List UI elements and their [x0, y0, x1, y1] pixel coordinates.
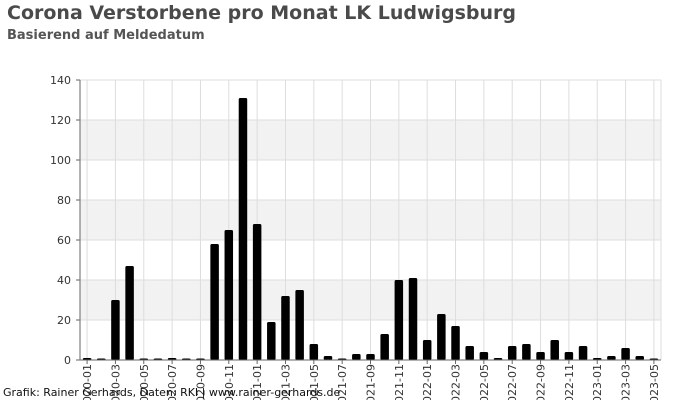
x-tick-label: 2021-11	[393, 364, 406, 400]
x-tick-label: 2020-11	[223, 364, 236, 400]
bar	[550, 340, 559, 360]
x-tick-label: 2020-03	[109, 364, 122, 400]
x-tick-label: 2020-07	[166, 364, 179, 400]
x-tick-label: 2023-03	[620, 364, 633, 400]
x-tick-label: 2021-05	[308, 364, 321, 400]
bar	[522, 344, 531, 360]
x-tick-label: 2022-05	[478, 364, 491, 400]
x-tick-label: 2022-07	[506, 364, 519, 400]
bar	[451, 326, 460, 360]
bar-series	[82, 98, 659, 360]
x-tick-label: 2021-09	[365, 364, 378, 400]
y-tick-label: 60	[57, 234, 71, 247]
x-tick-label: 2021-03	[279, 364, 292, 400]
x-tick-label: 2021-07	[336, 364, 349, 400]
x-tick-label: 2022-01	[421, 364, 434, 400]
bar	[281, 296, 290, 360]
bar	[125, 266, 134, 360]
x-tick-label: 2020-05	[138, 364, 151, 400]
bar	[323, 356, 333, 360]
chart-title: Corona Verstorbene pro Monat LK Ludwigsb…	[7, 2, 517, 24]
bar	[295, 290, 304, 360]
bar	[111, 300, 120, 360]
bar	[536, 352, 545, 360]
bar	[309, 344, 319, 360]
x-tick-label: 2022-03	[450, 364, 463, 400]
bar	[394, 280, 404, 360]
y-tick-label: 20	[57, 314, 71, 327]
bar	[422, 340, 432, 360]
y-tick-label: 120	[50, 114, 71, 127]
x-tick-label: 2020-01	[81, 364, 94, 400]
bar	[564, 352, 574, 360]
x-tick-label: 2023-01	[591, 364, 604, 400]
chart-subtitle: Basierend auf Meldedatum	[7, 28, 205, 43]
bar	[267, 322, 276, 360]
bar	[210, 244, 219, 360]
y-tick-label: 80	[57, 194, 71, 207]
bar	[479, 352, 489, 360]
bar	[252, 224, 262, 360]
y-tick-label: 40	[57, 274, 71, 287]
bar	[408, 278, 418, 360]
y-axis: 0 20 40 60 80 100 120 140	[50, 74, 81, 367]
x-tick-label: 2022-09	[535, 364, 548, 400]
x-tick-label: 2020-09	[194, 364, 207, 400]
x-axis: 2020-01 2020-03 2020-05 2020-07 2020-09 2020-…	[80, 359, 661, 400]
y-tick-label: 100	[50, 154, 71, 167]
bar	[465, 346, 474, 360]
y-tick-label: 140	[50, 74, 71, 87]
source-credit: Grafik: Rainer Gerhards, Daten: RKI | ww…	[3, 386, 341, 399]
bar	[238, 98, 248, 360]
bar	[366, 354, 375, 360]
bar	[578, 346, 588, 360]
bar	[507, 346, 517, 360]
bar	[635, 356, 644, 360]
bar	[621, 348, 630, 360]
bar	[380, 334, 389, 360]
bar	[437, 314, 446, 360]
bar	[607, 356, 616, 360]
bar	[224, 230, 234, 360]
bar	[352, 354, 361, 360]
x-tick-label: 2021-01	[251, 364, 264, 400]
y-tick-label: 0	[64, 354, 71, 367]
x-tick-label: 2022-11	[563, 364, 576, 400]
x-tick-label: 2023-05	[648, 364, 661, 400]
